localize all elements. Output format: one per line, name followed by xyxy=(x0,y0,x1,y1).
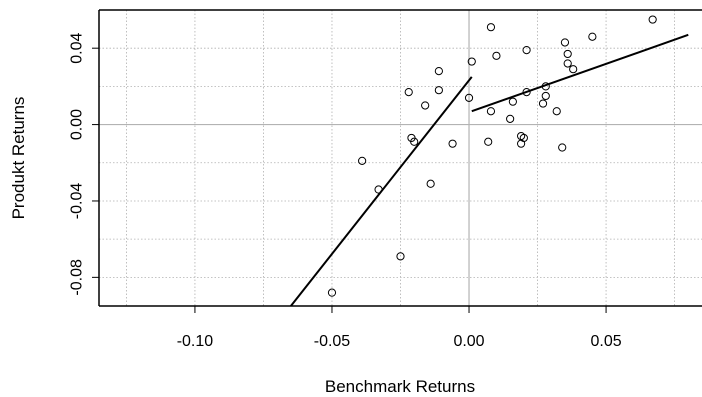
data-point xyxy=(538,99,548,108)
fit-line xyxy=(471,33,689,113)
data-point xyxy=(358,156,367,165)
data-point xyxy=(396,252,405,261)
data-point xyxy=(404,88,413,97)
data-point xyxy=(410,137,419,146)
data-point xyxy=(522,46,531,55)
data-point xyxy=(426,179,435,188)
y-tick-label: -0.04 xyxy=(69,183,86,220)
data-point xyxy=(506,114,515,123)
fit-line xyxy=(290,76,473,306)
y-axis-title: Produkt Returns xyxy=(9,97,28,220)
x-axis-title: Benchmark Returns xyxy=(325,377,475,396)
x-tick-label: 0.05 xyxy=(590,333,621,350)
data-point xyxy=(541,91,550,101)
data-point xyxy=(552,107,561,116)
x-tick-label: 0.00 xyxy=(453,333,484,350)
data-point xyxy=(484,137,493,146)
data-point xyxy=(486,107,496,116)
data-point xyxy=(492,51,501,60)
data-point xyxy=(467,57,476,66)
y-tick-label: -0.08 xyxy=(69,259,86,296)
fit-lines xyxy=(290,33,689,306)
data-point xyxy=(508,97,517,106)
data-point xyxy=(560,38,570,47)
grid-lines xyxy=(99,10,702,306)
data-point xyxy=(421,101,430,110)
data-points xyxy=(327,15,657,297)
data-point xyxy=(486,23,496,32)
data-point xyxy=(569,65,578,74)
data-point xyxy=(648,15,657,24)
y-axis-ticks: 0.04 0.00 -0.04 -0.08 xyxy=(69,33,99,296)
data-point xyxy=(558,143,567,152)
data-point xyxy=(563,59,572,68)
data-point xyxy=(588,32,597,41)
x-tick-label: -0.05 xyxy=(314,333,351,350)
y-tick-label: 0.04 xyxy=(69,33,86,64)
data-point xyxy=(434,67,443,76)
data-point xyxy=(327,288,337,297)
data-point xyxy=(464,93,474,102)
plot-frame xyxy=(98,9,702,307)
x-axis-ticks: -0.10 -0.05 0.00 0.05 xyxy=(177,306,622,350)
data-point xyxy=(434,86,443,95)
data-point xyxy=(563,49,572,59)
x-tick-label: -0.10 xyxy=(177,333,214,350)
data-point xyxy=(448,139,457,148)
y-tick-label: 0.00 xyxy=(69,109,86,140)
data-point xyxy=(517,139,526,148)
